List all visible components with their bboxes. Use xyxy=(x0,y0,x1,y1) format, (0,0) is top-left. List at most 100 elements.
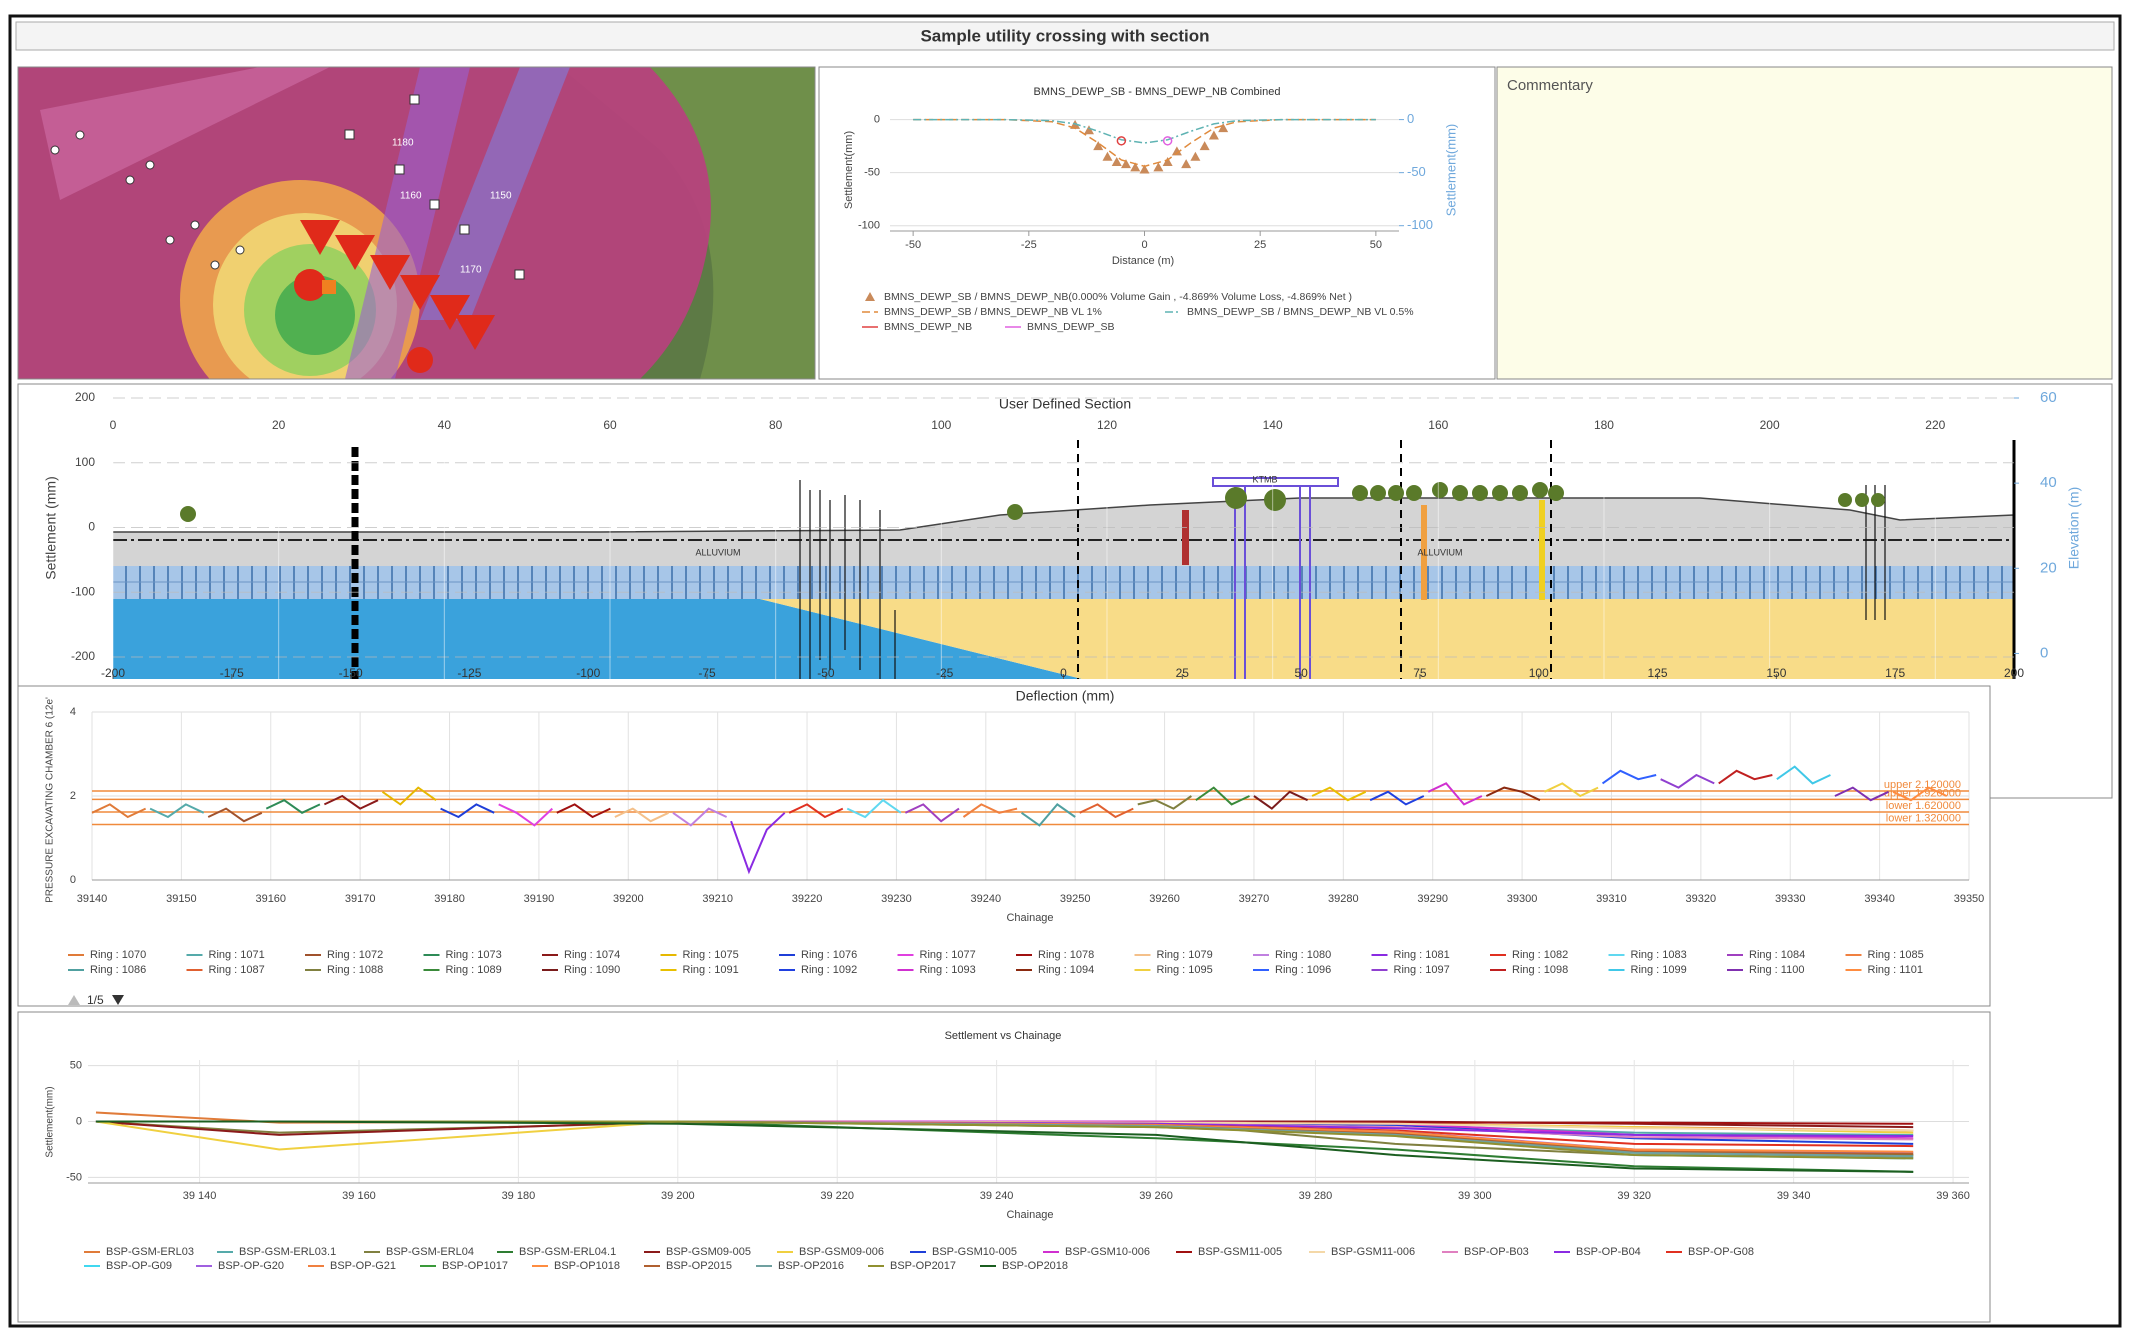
map-label: 1170 xyxy=(460,265,482,276)
y-tick-label: -100 xyxy=(71,584,95,598)
legend-label: BSP-OP2018 xyxy=(1002,1260,1068,1272)
y-tick-label: 0 xyxy=(874,114,880,126)
legend-label: Ring : 1100 xyxy=(1749,964,1804,976)
x-tick-label: 39 200 xyxy=(661,1190,695,1202)
legend-label: BSP-OP-G21 xyxy=(330,1260,396,1272)
series-line xyxy=(1427,782,1483,806)
data-point xyxy=(1111,157,1122,167)
y-tick-label: 4 xyxy=(70,706,76,718)
page-title: Sample utility crossing with section xyxy=(920,26,1209,45)
legend-label: Ring : 1088 xyxy=(327,964,383,976)
legend-label: BMNS_DEWP_SB / BMNS_DEWP_NB VL 1% xyxy=(884,306,1102,318)
legend-label: Ring : 1091 xyxy=(683,964,739,976)
map-marker xyxy=(322,280,336,294)
series-line xyxy=(1195,786,1250,806)
utility xyxy=(1421,505,1427,600)
x-tick-label: 100 xyxy=(931,418,951,432)
x-tick-label: 39200 xyxy=(613,893,644,905)
x-tick-label: 0 xyxy=(1141,239,1147,251)
legend-label: Ring : 1084 xyxy=(1749,949,1805,961)
data-point xyxy=(1130,162,1141,172)
pager-prev[interactable] xyxy=(68,995,80,1005)
series-line xyxy=(1311,786,1367,802)
legend-label: Ring : 1082 xyxy=(1512,949,1568,961)
x-tick-label: 39 280 xyxy=(1299,1190,1333,1202)
series-line xyxy=(1544,782,1599,798)
reference-label: lower 1.620000 xyxy=(1886,800,1961,812)
chart-title: User Defined Section xyxy=(999,396,1131,412)
data-point xyxy=(1190,151,1201,161)
commentary-panel xyxy=(1496,66,2113,380)
series-line xyxy=(498,803,553,827)
pager-label: 1/5 xyxy=(87,993,104,1007)
x-tick-label: 39 140 xyxy=(183,1190,217,1202)
legend-label: Ring : 1073 xyxy=(446,949,502,961)
legend-label: BSP-OP-G08 xyxy=(1688,1246,1754,1258)
legend-label: Ring : 1093 xyxy=(920,964,976,976)
x-tick-label: 180 xyxy=(1594,418,1614,432)
map-marker xyxy=(294,269,326,301)
y-tick-label: 50 xyxy=(70,1059,82,1071)
x-tick-label: 39 320 xyxy=(1617,1190,1651,1202)
series-line xyxy=(913,118,1376,168)
x-tick-label: 39 180 xyxy=(502,1190,536,1202)
map-marker xyxy=(370,255,410,290)
x-tick-label: 39240 xyxy=(971,893,1002,905)
legend-label: BSP-OP1017 xyxy=(442,1260,508,1272)
x-tick-label: 25 xyxy=(1254,239,1266,251)
series-line xyxy=(381,786,437,806)
x-tick-label: 39330 xyxy=(1775,893,1806,905)
y2-tick-label: 60 xyxy=(2040,389,2057,406)
map[interactable]: 1180 1160 1150 1170 xyxy=(18,67,815,420)
series-line xyxy=(1776,765,1831,785)
map-marker xyxy=(400,275,440,310)
reference-label: upper 2.120000 xyxy=(1884,779,1961,791)
annotation: ALLUVIUM xyxy=(695,547,740,557)
stratum-yellow xyxy=(760,599,2014,679)
x-tick-label: 39 160 xyxy=(342,1190,376,1202)
x-axis-label: Chainage xyxy=(1006,1209,1053,1221)
x-axis-label: Distance (m) xyxy=(1112,255,1174,267)
map-marker xyxy=(430,295,470,330)
tunnel-band xyxy=(113,566,2014,599)
x-tick-label: 39 220 xyxy=(820,1190,854,1202)
pager-next[interactable] xyxy=(112,995,124,1005)
y2-axis-label: Settlement(mm) xyxy=(1443,124,1458,216)
legend-label: Ring : 1094 xyxy=(1038,964,1094,976)
series-line xyxy=(1020,803,1076,827)
legend-label: BSP-GSM10-005 xyxy=(932,1246,1017,1258)
series-line xyxy=(1660,773,1715,789)
legend-label: Ring : 1077 xyxy=(920,949,976,961)
x2-tick-label: -25 xyxy=(936,666,954,680)
boreholes xyxy=(799,480,1886,679)
legend-label: Ring : 1071 xyxy=(209,949,265,961)
x-tick-label: 39150 xyxy=(166,893,197,905)
x-tick-label: 39190 xyxy=(524,893,555,905)
x2-tick-label: 150 xyxy=(1766,666,1786,680)
title-bar xyxy=(15,21,2115,51)
y-tick-label: 2 xyxy=(70,790,76,802)
x-tick-label: 39180 xyxy=(434,893,465,905)
x-tick-label: 39140 xyxy=(77,893,108,905)
commentary-title: Commentary xyxy=(1507,77,1593,94)
legend-swatch xyxy=(865,292,875,301)
series-line xyxy=(95,1120,1914,1173)
map-marker xyxy=(300,220,340,255)
y-axis-label: Settlement(mm) xyxy=(843,131,855,209)
data-point xyxy=(1162,136,1173,146)
series-line xyxy=(904,803,960,823)
x2-tick-label: -125 xyxy=(457,666,481,680)
series-line xyxy=(846,798,902,819)
legend-label: BSP-OP2016 xyxy=(778,1260,844,1272)
y-tick-label: -200 xyxy=(71,649,95,663)
x-tick-label: 39350 xyxy=(1954,893,1985,905)
x-tick-label: 50 xyxy=(1370,239,1382,251)
legend-label: BMNS_DEWP_SB / BMNS_DEWP_NB(0.000% Volum… xyxy=(884,291,1352,303)
x-tick-label: 0 xyxy=(110,418,117,432)
y-tick-label: 0 xyxy=(70,874,76,886)
legend-label: BMNS_DEWP_SB / BMNS_DEWP_NB VL 0.5% xyxy=(1187,306,1414,318)
y-axis-label: PRESSURE EXCAVATING CHAMBER 6 (12e' xyxy=(45,697,56,903)
series-line xyxy=(1834,786,1889,802)
